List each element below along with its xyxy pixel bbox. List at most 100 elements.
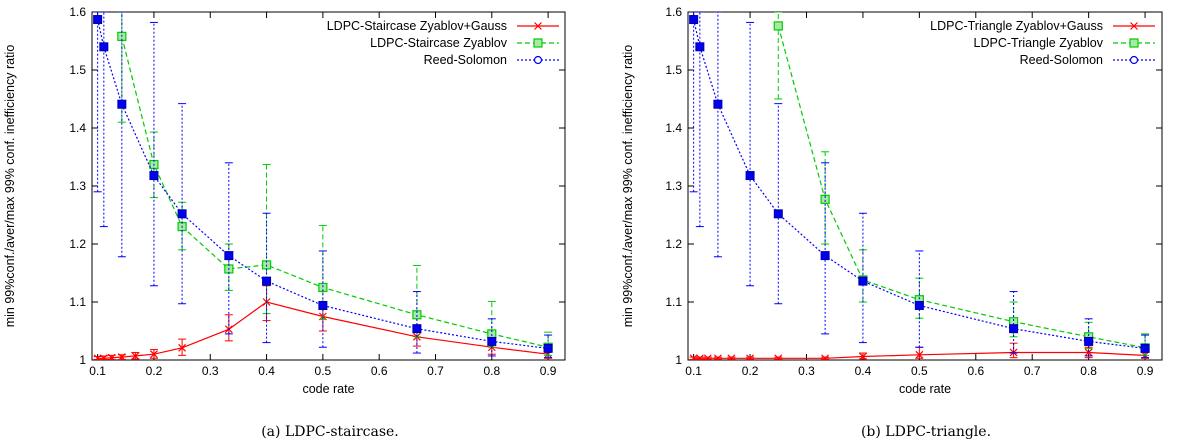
data-point: [1009, 324, 1019, 334]
data-point: [117, 353, 126, 360]
x-tick-label: 0.2: [146, 364, 163, 378]
data-point: [695, 42, 705, 52]
x-tick-label: 0.7: [1024, 364, 1041, 378]
data-point: [117, 99, 127, 109]
x-tick-label: 0.7: [427, 364, 444, 378]
x-tick-label: 0.4: [855, 364, 872, 378]
x-tick-label: 0.8: [1080, 364, 1097, 378]
x-tick-label: 0.6: [967, 364, 984, 378]
legend-marker: [1129, 55, 1139, 65]
legend-label: LDPC-Staircase Zyablov+Gauss: [327, 19, 507, 33]
legend-marker: [1129, 38, 1139, 48]
y-tick-label: 1.5: [665, 63, 682, 77]
data-point: [318, 300, 328, 310]
y-tick-label: 1.1: [69, 295, 86, 309]
plot-area: [689, 12, 1150, 360]
x-tick-label: 0.1: [685, 364, 702, 378]
y-tick-label: 1.4: [69, 121, 86, 135]
data-point: [412, 324, 422, 334]
legend-label: LDPC-Triangle Zyablov+Gauss: [930, 19, 1103, 33]
data-point: [107, 353, 116, 360]
x-tick-label: 0.8: [483, 364, 500, 378]
series-line: [121, 36, 549, 348]
x-tick-label: 0.9: [1137, 364, 1154, 378]
data-point: [412, 310, 422, 320]
data-point: [821, 354, 830, 360]
y-tick-label: 1.2: [69, 237, 86, 251]
plot-area: [93, 12, 553, 360]
x-axis-label: code rate: [899, 382, 951, 396]
data-point: [99, 354, 108, 360]
data-point: [820, 251, 830, 261]
data-point: [774, 354, 783, 360]
x-tick-label: 0.5: [911, 364, 928, 378]
data-point: [177, 209, 187, 219]
data-point: [713, 99, 723, 109]
x-tick-label: 0.2: [742, 364, 759, 378]
x-axis-label: code rate: [302, 382, 354, 396]
data-point: [487, 336, 497, 346]
y-tick-label: 1.4: [665, 121, 682, 135]
y-tick-label: 1: [675, 353, 682, 367]
data-point: [150, 350, 158, 359]
data-point: [318, 282, 328, 293]
y-tick-label: 1.1: [665, 295, 682, 309]
data-point: [727, 354, 736, 360]
data-point: [773, 21, 783, 31]
x-tick-label: 0.5: [315, 364, 332, 378]
data-point: [93, 354, 102, 360]
legend-marker: [533, 38, 543, 48]
data-point: [1084, 336, 1094, 346]
legend-label: Reed-Solomon: [1020, 53, 1103, 67]
data-point: [1084, 348, 1093, 357]
legend-marker: [534, 22, 542, 30]
legend-label: Reed-Solomon: [424, 53, 507, 67]
data-point: [820, 194, 830, 204]
data-point: [1140, 343, 1150, 353]
x-tick-label: 0.4: [258, 364, 275, 378]
data-point: [914, 300, 924, 310]
data-point: [99, 42, 109, 52]
chart-ldpc-triangle: 0.1 0.2 0.3 0.4 0.5 0.6 0.7 0.8 0.9 1 1.1 1.2 1.3 1.4…: [621, 5, 1163, 440]
series-2: [689, 12, 1150, 359]
data-point: [262, 276, 272, 286]
y-tick-label: 1: [79, 353, 86, 367]
data-point: [695, 354, 704, 360]
data-point: [745, 171, 755, 181]
legend-marker: [533, 55, 543, 65]
data-point: [746, 354, 754, 360]
y-axis-label: min 99%conf./aver/max 99% conf. ineffici…: [621, 45, 635, 328]
legend-marker: [1130, 22, 1138, 30]
data-point: [224, 251, 234, 261]
x-tick-label: 0.6: [371, 364, 388, 378]
data-point: [773, 209, 783, 219]
legend-label: LDPC-Staircase Zyablov: [370, 36, 508, 50]
data-point: [713, 354, 722, 360]
y-tick-label: 1.3: [665, 179, 682, 193]
legend: LDPC-Staircase Zyablov+Gauss LDPC-Stairca…: [327, 19, 559, 67]
series-0: [93, 285, 553, 360]
y-tick-label: 1.3: [69, 179, 86, 193]
data-point: [689, 354, 698, 360]
data-point: [858, 276, 868, 286]
data-point: [703, 354, 712, 360]
y-tick-label: 1.6: [69, 5, 86, 19]
data-point: [689, 15, 699, 25]
y-tick-label: 1.2: [665, 237, 682, 251]
chart-caption: (b) LDPC-triangle.: [861, 424, 991, 440]
legend: LDPC-Triangle Zyablov+Gauss LDPC-Triangle…: [930, 19, 1155, 67]
data-point: [149, 171, 159, 181]
x-tick-label: 0.9: [540, 364, 557, 378]
y-axis-label: min 99%conf./aver/max 99% conf. ineffici…: [3, 45, 17, 328]
data-point: [859, 352, 867, 360]
series-line: [777, 25, 1146, 349]
chart-ldpc-staircase: 0.1 0.2 0.3 0.4 0.5 0.6 0.7 0.8 0.9 1 1.1 1.2 1.3 1.4…: [3, 5, 566, 440]
data-point: [93, 15, 103, 25]
data-point: [915, 350, 924, 359]
data-point: [178, 343, 187, 352]
x-tick-label: 0.1: [89, 364, 106, 378]
y-tick-label: 1.6: [665, 5, 682, 19]
x-tick-label: 0.3: [202, 364, 219, 378]
data-point: [543, 343, 553, 353]
